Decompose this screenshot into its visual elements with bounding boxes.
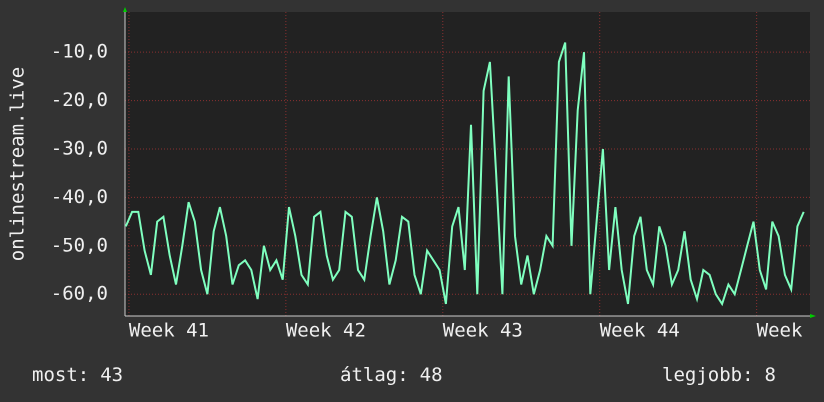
y-tick-label: -50,0 <box>51 234 108 256</box>
x-tick-label: Week 41 <box>129 320 209 342</box>
plot-area <box>125 12 810 316</box>
y-tick-label: -20,0 <box>51 89 108 111</box>
x-tick-label: Week 43 <box>443 320 523 342</box>
y-tick-label: -10,0 <box>51 41 108 63</box>
stat-value: 43 <box>100 364 123 386</box>
stat: átlag: 48 <box>340 364 443 386</box>
y-tick-label: -40,0 <box>51 186 108 208</box>
x-tick-label: Week 44 <box>600 320 680 342</box>
stat-value: 48 <box>420 364 443 386</box>
y-tick-label: -30,0 <box>51 137 108 159</box>
axis-arrow <box>810 314 816 318</box>
stat: most: 43 <box>32 364 123 386</box>
data-line <box>124 42 805 307</box>
x-tick-label: Week 42 <box>286 320 366 342</box>
axis-arrow <box>123 7 127 12</box>
stat-value: 8 <box>765 364 776 386</box>
x-tick-label: Week <box>757 320 803 342</box>
stat: legjobb: 8 <box>662 364 776 386</box>
stat-label: átlag: <box>340 364 409 386</box>
stat-label: most: <box>32 364 89 386</box>
stat-label: legjobb: <box>662 364 754 386</box>
y-tick-label: -60,0 <box>51 283 108 305</box>
y-axis-label: onlinestream.live <box>7 67 29 261</box>
